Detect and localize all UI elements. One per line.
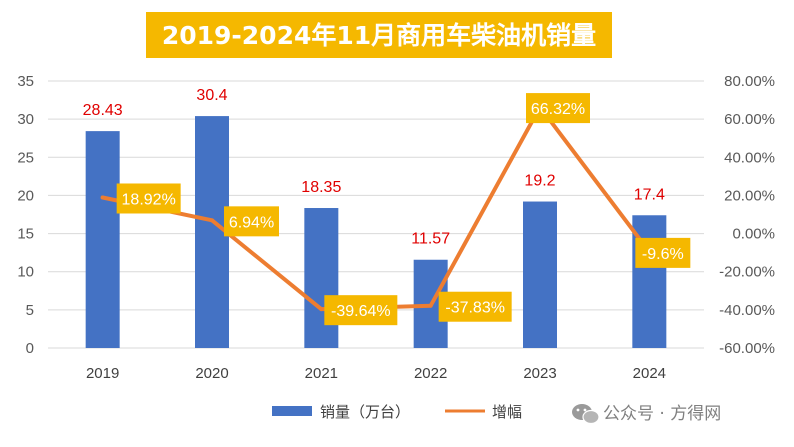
y-right-tick-label: 60.00% [724,111,775,128]
growth-value-label: -37.83% [445,300,505,317]
y-left-tick-label: 25 [17,149,34,166]
y-right-tick-label: 40.00% [724,149,775,166]
growth-value-label: 66.32% [531,101,585,118]
y-left-tick-label: 10 [17,264,34,281]
x-tick-label: 2019 [86,365,119,382]
y-left-tick-label: 0 [26,340,34,357]
growth-point [319,307,324,312]
y-left-tick-label: 5 [26,302,34,319]
bar-2021 [304,208,339,348]
growth-value-label: -39.64% [331,303,391,320]
growth-label-box [526,93,590,124]
bar-value-label: 18.35 [301,179,341,196]
bar-2023 [523,201,557,348]
watermark: 公众号 · 方得网 [572,404,721,425]
bar-2019 [85,131,120,348]
growth-label-box [116,183,181,214]
title-box [146,12,612,58]
wechat-icon [572,404,600,425]
growth-point [100,195,105,200]
y-left-tick-label: 35 [17,73,34,90]
bar-value-label: 17.4 [634,186,665,203]
growth-label-box [324,295,398,326]
bar-value-label: 11.57 [411,231,450,248]
growth-label-box [438,291,512,322]
data-labels: 28.43 30.4 18.35 11.57 19.2 17.4 18.92% 6.94% -3… [83,87,691,326]
x-tick-label: 2023 [523,365,556,382]
line-series [100,105,652,312]
growth-point [428,303,433,308]
growth-value-label: 6.94% [229,214,274,231]
axis-labels: 0 5 10 15 20 25 30 35 -60.00% -40.00% -20.00% 0.00%… [17,73,775,382]
y-left-tick-label: 20 [17,187,34,204]
growth-label-box [224,206,279,237]
y-right-tick-label: -20.00% [719,264,775,281]
watermark-text: 公众号 · 方得网 [603,404,721,424]
growth-point [210,218,214,223]
y-right-tick-label: -40.00% [719,302,775,319]
bar-value-label: 30.4 [196,87,227,104]
bar-value-label: 19.2 [524,173,555,190]
growth-value-label: 18.92% [122,191,176,208]
chart-title: 2019-2024年11月商用车柴油机销量 [146,12,612,58]
x-tick-label: 2024 [633,365,666,382]
growth-label-box [635,237,691,268]
y-right-tick-label: 80.00% [724,73,775,90]
legend: 销量（万台） 增幅 [272,403,522,421]
growth-value-label: -9.6% [642,246,684,263]
y-left-tick-label: 30 [17,111,34,128]
chart-title-text: 2019-2024年11月商用车柴油机销量 [162,21,596,50]
y-right-tick-label: 20.00% [724,187,775,204]
x-tick-label: 2020 [195,365,228,382]
legend-bar-label: 销量（万台） [320,403,410,421]
legend-line-label: 增幅 [492,403,522,421]
x-tick-label: 2022 [414,365,447,382]
y-right-tick-label: -60.00% [719,340,775,357]
y-right-tick-label: 0.00% [732,226,775,243]
bar-value-label: 28.43 [83,102,123,119]
legend-bar-swatch [272,406,312,416]
y-left-tick-label: 15 [17,226,34,243]
x-tick-label: 2021 [305,365,338,382]
growth-line [100,105,652,312]
